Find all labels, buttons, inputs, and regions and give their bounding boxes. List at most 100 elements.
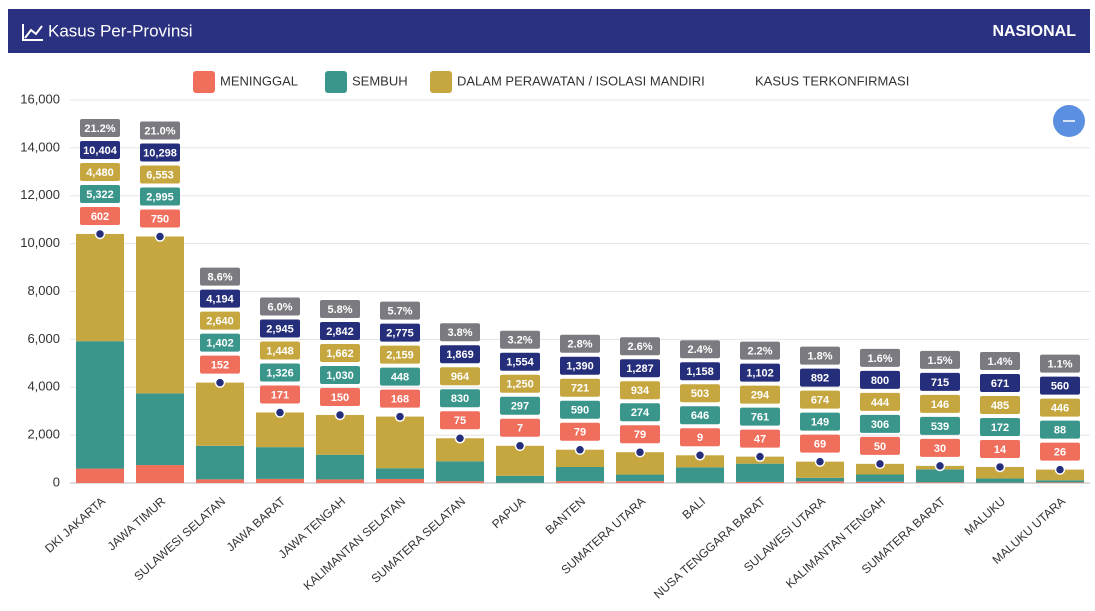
total-dot bbox=[934, 460, 946, 472]
value-label-box bbox=[860, 436, 900, 455]
y-tick-label: 4,000 bbox=[27, 379, 60, 394]
value-label-box bbox=[800, 412, 840, 431]
value-label-box bbox=[620, 381, 660, 400]
value-label-box bbox=[560, 422, 600, 441]
bar-segment bbox=[256, 478, 304, 483]
share-label-group: 2.2% bbox=[740, 341, 780, 360]
share-label-group: 21.2% bbox=[80, 118, 120, 137]
share-label: 5.8% bbox=[327, 304, 352, 316]
value-label: 75 bbox=[454, 415, 466, 427]
value-label-box bbox=[620, 425, 660, 444]
value-label-box bbox=[680, 362, 720, 381]
value-label-box bbox=[800, 390, 840, 409]
legend-label: MENINGGAL bbox=[220, 73, 298, 88]
bar-segment bbox=[556, 449, 604, 467]
value-label-group: 1,448 bbox=[260, 341, 300, 360]
value-label-box bbox=[200, 311, 240, 330]
value-label-box bbox=[380, 367, 420, 386]
bar-segment bbox=[136, 393, 184, 466]
x-tick-label: JAWA TIMUR bbox=[105, 494, 169, 553]
chart-icon-axis bbox=[22, 24, 43, 41]
x-tick-label: BANTEN bbox=[543, 494, 589, 537]
value-label-group: 446 bbox=[1040, 398, 1080, 417]
total-dot bbox=[634, 446, 646, 458]
value-label-box bbox=[920, 438, 960, 457]
value-label-box bbox=[140, 187, 180, 206]
value-label: 830 bbox=[451, 393, 469, 405]
share-label-box bbox=[260, 297, 300, 316]
legend-swatch bbox=[325, 71, 347, 93]
value-label-box bbox=[140, 165, 180, 184]
share-label: 1.4% bbox=[987, 356, 1012, 368]
value-label-group: 800 bbox=[860, 370, 900, 389]
value-label-group: 10,404 bbox=[80, 140, 120, 159]
share-label-box bbox=[560, 334, 600, 353]
share-label-box bbox=[200, 267, 240, 286]
share-label-box bbox=[740, 341, 780, 360]
value-label-box bbox=[800, 434, 840, 453]
value-label-group: 2,159 bbox=[380, 345, 420, 364]
bar-segment bbox=[376, 468, 424, 479]
total-dot bbox=[694, 450, 706, 461]
y-tick-label: 10,000 bbox=[20, 235, 60, 250]
bar-segment bbox=[76, 233, 124, 342]
bar-segment bbox=[316, 454, 364, 480]
value-label-box bbox=[500, 374, 540, 393]
share-label: 2.2% bbox=[747, 346, 772, 358]
value-label-group: 964 bbox=[440, 367, 480, 386]
value-label: 721 bbox=[571, 383, 589, 395]
total-dot bbox=[394, 411, 406, 422]
value-label-box bbox=[680, 384, 720, 403]
value-label: 444 bbox=[871, 397, 890, 409]
value-label-group: 1,554 bbox=[500, 352, 540, 371]
share-label: 1.5% bbox=[927, 355, 952, 367]
value-label-group: 306 bbox=[860, 414, 900, 433]
value-label: 560 bbox=[1051, 381, 1069, 393]
y-tick-label: 2,000 bbox=[27, 427, 60, 442]
share-label: 3.2% bbox=[507, 335, 532, 347]
value-label-box bbox=[860, 370, 900, 389]
value-label-box bbox=[440, 389, 480, 408]
share-label: 21.2% bbox=[84, 123, 115, 135]
value-label: 2,842 bbox=[326, 326, 354, 338]
value-label: 274 bbox=[631, 407, 650, 419]
header-title: Kasus Per-Provinsi bbox=[48, 21, 193, 40]
header-scope[interactable]: NASIONAL bbox=[992, 23, 1076, 40]
value-label: 69 bbox=[814, 439, 826, 451]
y-tick-label: 12,000 bbox=[20, 187, 60, 202]
x-tick-label: KALIMANTAN SELATAN bbox=[301, 494, 408, 593]
bar-segment bbox=[856, 474, 904, 482]
value-label: 448 bbox=[391, 371, 409, 383]
share-label-group: 1.8% bbox=[800, 346, 840, 365]
value-label-box bbox=[80, 162, 120, 181]
value-label: 168 bbox=[391, 393, 409, 405]
bar-segment bbox=[316, 479, 364, 483]
value-label-group: 1,287 bbox=[620, 359, 660, 378]
value-label-group: 2,945 bbox=[260, 319, 300, 338]
value-label: 934 bbox=[631, 385, 650, 397]
share-label-box bbox=[500, 330, 540, 349]
share-label-group: 3.2% bbox=[500, 330, 540, 349]
legend-label: KASUS TERKONFIRMASI bbox=[755, 73, 909, 88]
value-label: 1,869 bbox=[446, 349, 474, 361]
value-label-group: 168 bbox=[380, 389, 420, 408]
value-label-group: 150 bbox=[320, 387, 360, 406]
value-label-group: 50 bbox=[860, 436, 900, 455]
value-label: 47 bbox=[754, 434, 766, 446]
share-label-group: 1.4% bbox=[980, 351, 1020, 370]
value-label-box bbox=[860, 414, 900, 433]
value-label-box bbox=[1040, 420, 1080, 439]
value-label-box bbox=[320, 321, 360, 340]
bar-segment bbox=[736, 481, 784, 483]
value-label: 2,995 bbox=[146, 191, 174, 203]
value-label-box bbox=[740, 385, 780, 404]
bar-segment bbox=[196, 479, 244, 483]
legend-swatch bbox=[193, 71, 215, 93]
value-label: 2,775 bbox=[386, 327, 414, 339]
value-label: 800 bbox=[871, 375, 889, 387]
collapse-button[interactable] bbox=[1053, 105, 1085, 137]
bar-segment bbox=[796, 481, 844, 483]
value-label: 1,402 bbox=[206, 338, 234, 350]
value-label: 1,030 bbox=[326, 370, 354, 382]
share-label-group: 5.7% bbox=[380, 301, 420, 320]
